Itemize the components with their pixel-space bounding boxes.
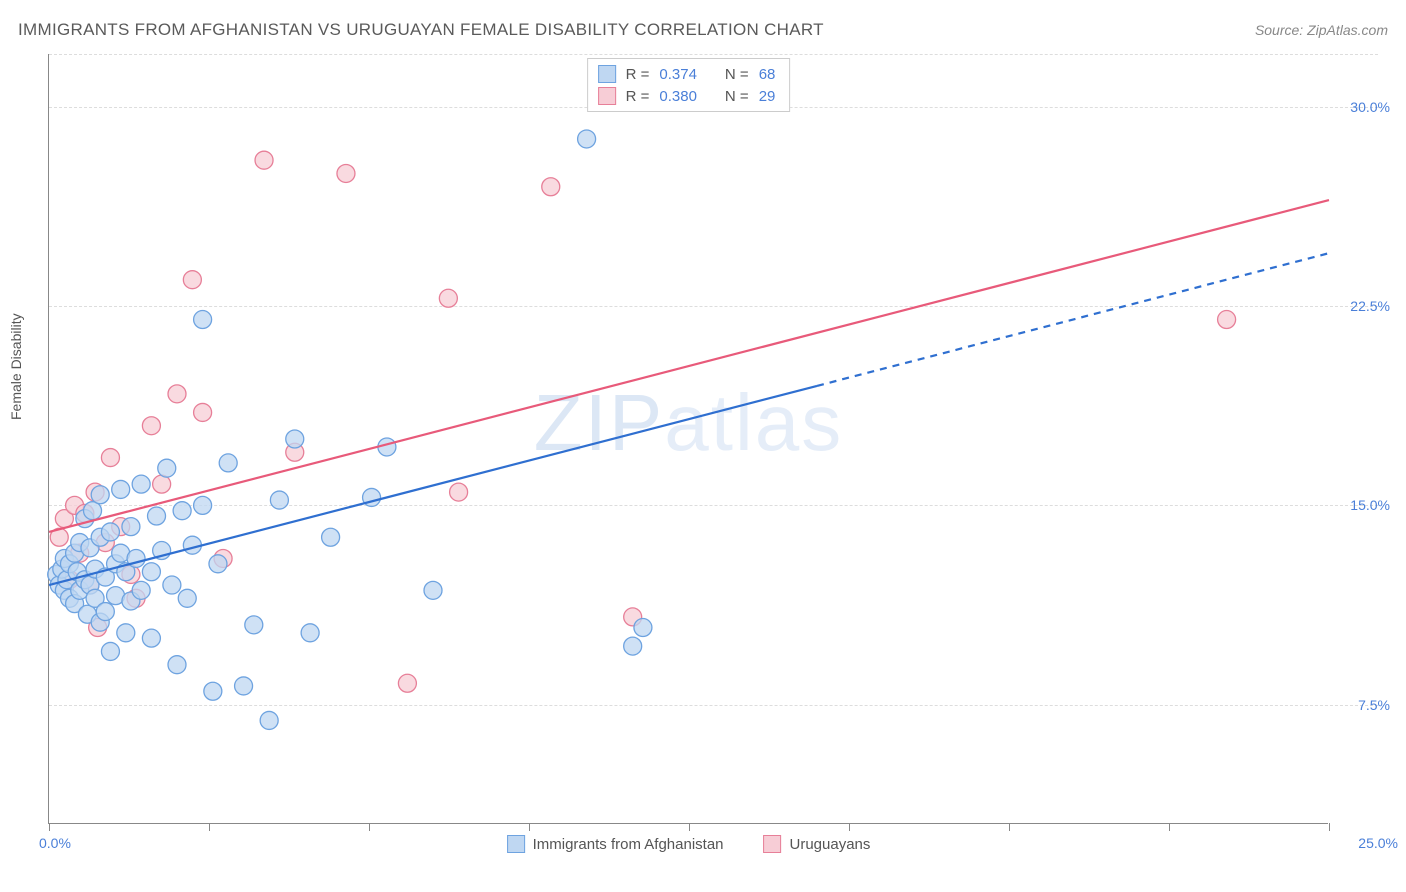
x-tick-label-min: 0.0%	[39, 835, 71, 851]
legend-item: Uruguayans	[764, 835, 871, 853]
swatch-icon	[507, 835, 525, 853]
plot-area: ZIPatlas 7.5%15.0%22.5%30.0% R = 0.374 N…	[48, 54, 1328, 824]
data-point	[148, 507, 166, 525]
data-point	[255, 151, 273, 169]
x-tick	[1169, 823, 1170, 831]
data-point	[101, 523, 119, 541]
data-point	[209, 555, 227, 573]
data-point	[91, 486, 109, 504]
data-point	[142, 417, 160, 435]
data-point	[542, 178, 560, 196]
data-point	[142, 563, 160, 581]
data-point	[1218, 311, 1236, 329]
data-point	[101, 449, 119, 467]
data-point	[424, 581, 442, 599]
y-tick-label: 7.5%	[1358, 697, 1390, 713]
data-point	[398, 674, 416, 692]
x-tick	[1329, 823, 1330, 831]
data-point	[173, 502, 191, 520]
data-point	[168, 656, 186, 674]
legend-series: Immigrants from Afghanistan Uruguayans	[507, 835, 871, 853]
data-point	[301, 624, 319, 642]
data-point	[132, 475, 150, 493]
scatter-svg	[49, 54, 1328, 823]
legend-item: Immigrants from Afghanistan	[507, 835, 724, 853]
data-point	[117, 624, 135, 642]
data-point	[142, 629, 160, 647]
data-point	[270, 491, 288, 509]
y-tick-label: 22.5%	[1350, 298, 1390, 314]
y-axis-label: Female Disability	[8, 313, 24, 420]
swatch-icon	[764, 835, 782, 853]
y-tick-label: 30.0%	[1350, 99, 1390, 115]
x-tick	[849, 823, 850, 831]
data-point	[168, 385, 186, 403]
data-point	[163, 576, 181, 594]
data-point	[219, 454, 237, 472]
data-point	[122, 518, 140, 536]
x-tick-label-max: 25.0%	[1358, 835, 1398, 851]
trend-line	[817, 253, 1329, 386]
data-point	[235, 677, 253, 695]
data-point	[245, 616, 263, 634]
source-label: Source: ZipAtlas.com	[1255, 22, 1388, 38]
data-point	[178, 589, 196, 607]
data-point	[260, 711, 278, 729]
data-point	[101, 642, 119, 660]
data-point	[204, 682, 222, 700]
data-point	[194, 311, 212, 329]
data-point	[158, 459, 176, 477]
data-point	[286, 430, 304, 448]
trend-line	[49, 200, 1329, 532]
data-point	[439, 289, 457, 307]
x-tick	[529, 823, 530, 831]
x-tick	[49, 823, 50, 831]
x-tick	[209, 823, 210, 831]
data-point	[322, 528, 340, 546]
data-point	[96, 603, 114, 621]
data-point	[337, 164, 355, 182]
x-tick	[369, 823, 370, 831]
data-point	[578, 130, 596, 148]
x-tick	[1009, 823, 1010, 831]
legend-label: Immigrants from Afghanistan	[533, 836, 724, 853]
data-point	[450, 483, 468, 501]
data-point	[194, 403, 212, 421]
data-point	[183, 271, 201, 289]
data-point	[84, 502, 102, 520]
data-point	[194, 496, 212, 514]
data-point	[132, 581, 150, 599]
chart-title: IMMIGRANTS FROM AFGHANISTAN VS URUGUAYAN…	[18, 20, 824, 40]
data-point	[624, 637, 642, 655]
data-point	[112, 480, 130, 498]
x-tick	[689, 823, 690, 831]
legend-label: Uruguayans	[790, 836, 871, 853]
data-point	[153, 475, 171, 493]
y-tick-label: 15.0%	[1350, 497, 1390, 513]
data-point	[634, 619, 652, 637]
